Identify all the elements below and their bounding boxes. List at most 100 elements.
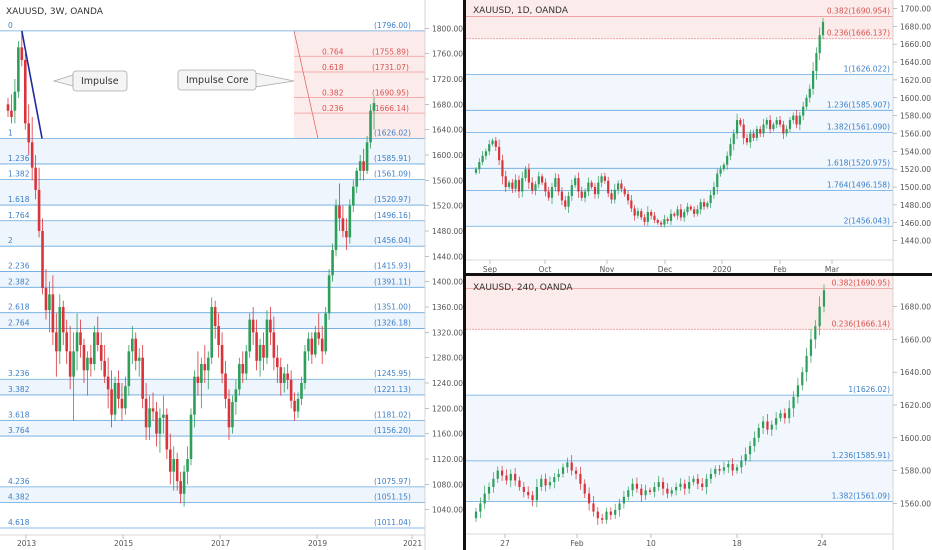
panel-divider-vertical[interactable] <box>463 0 466 550</box>
y-tick-label: 1160.00 <box>432 430 463 439</box>
candle <box>248 319 251 352</box>
candle <box>583 191 587 198</box>
candle <box>802 106 805 116</box>
y-tick-label: 1640.00 <box>900 58 931 67</box>
candle <box>640 211 643 218</box>
fib-band <box>0 179 425 206</box>
fib-band <box>0 379 425 395</box>
candle <box>175 459 179 482</box>
fib-ratio-label: 3.618 <box>8 410 30 419</box>
candle <box>633 208 636 216</box>
candle <box>631 483 634 491</box>
candle <box>757 427 760 438</box>
candle <box>231 402 234 428</box>
candle <box>72 351 75 377</box>
candle <box>701 483 704 487</box>
candle <box>601 518 604 520</box>
candle <box>564 200 567 207</box>
retracement-price-label: (1731.07) <box>372 63 409 72</box>
candle <box>168 449 172 472</box>
candle <box>614 509 617 515</box>
candle <box>534 184 537 191</box>
candle <box>106 376 110 390</box>
candle <box>692 478 695 483</box>
candle <box>570 185 573 196</box>
candle <box>82 345 86 371</box>
candle <box>540 478 543 487</box>
y-tick-label: 1720.00 <box>432 75 463 84</box>
candle <box>531 495 534 501</box>
fib-label: 0.236(1666.137) <box>827 29 890 38</box>
impulse-line[interactable] <box>21 30 43 139</box>
candle <box>735 467 739 471</box>
candle <box>89 357 93 364</box>
candle <box>131 338 134 352</box>
candle <box>483 493 486 504</box>
candle <box>716 173 719 188</box>
fib-price-label: (1221.13) <box>374 385 411 394</box>
candle <box>696 209 699 214</box>
candle <box>775 120 778 125</box>
panel-divider-horizontal[interactable] <box>466 273 932 276</box>
y-tick-label: 1680.00 <box>432 100 463 109</box>
callout-impulse-core: Impulse Core <box>177 69 295 91</box>
candle <box>186 459 189 472</box>
candle <box>646 212 649 222</box>
fib-ratio-label: 1.618 <box>8 195 30 204</box>
candle <box>492 478 495 487</box>
candle <box>729 144 732 156</box>
candle <box>30 142 34 168</box>
y-tick-label: 1480.00 <box>900 201 931 210</box>
candle <box>805 97 808 107</box>
candle <box>481 155 484 163</box>
candle <box>504 176 507 188</box>
candle <box>544 182 547 192</box>
candle <box>505 475 508 481</box>
candle <box>99 345 103 361</box>
candle <box>96 332 100 345</box>
candle <box>590 182 593 188</box>
candle <box>307 338 310 352</box>
y-tick-label: 1240.00 <box>432 379 463 388</box>
candle <box>501 470 504 476</box>
candle <box>148 408 151 428</box>
y-tick-label: 1120.00 <box>432 455 463 464</box>
y-tick-label: 1280.00 <box>432 354 463 363</box>
candle <box>550 187 554 198</box>
candle <box>110 389 113 415</box>
candle <box>653 487 656 492</box>
candle <box>766 421 769 430</box>
y-tick-label: 1680.00 <box>900 22 931 31</box>
candle <box>498 146 501 161</box>
candle <box>570 462 573 471</box>
fib-price-label: (1156.20) <box>374 426 411 435</box>
candle <box>13 91 17 111</box>
candle <box>220 345 224 374</box>
candle <box>712 187 716 196</box>
y-tick-label: 1440.00 <box>432 252 463 261</box>
candle <box>779 413 782 419</box>
candle <box>141 357 144 399</box>
y-tick-label: 1320.00 <box>432 328 463 337</box>
x-tick-label: 2013 <box>17 539 36 548</box>
y-tick-label: 1440.00 <box>900 237 931 246</box>
retracement-price-label: (1666.14) <box>372 104 409 113</box>
y-tick-label: 1640.00 <box>432 126 463 135</box>
candle <box>775 418 778 425</box>
candle <box>699 202 702 210</box>
candle <box>217 326 220 345</box>
candle <box>683 483 686 489</box>
candle <box>524 169 527 179</box>
candle <box>238 364 241 390</box>
candle <box>592 503 595 512</box>
candle <box>755 129 759 138</box>
fib-label: 1.382(1561.090) <box>827 122 890 131</box>
candle <box>34 167 37 190</box>
candle <box>355 170 359 187</box>
candle <box>548 482 552 486</box>
x-tick-label: 27 <box>500 539 510 548</box>
candle <box>610 193 613 200</box>
candle <box>788 408 791 419</box>
fib-label: 1.618(1520.975) <box>827 158 890 167</box>
x-tick-label: 2017 <box>211 539 230 548</box>
